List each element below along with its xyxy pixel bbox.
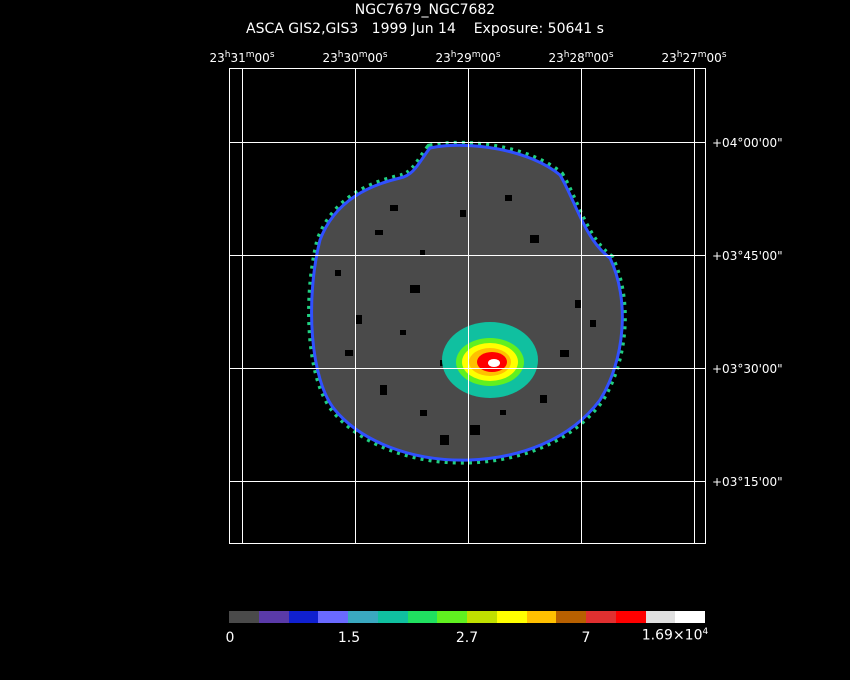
ra-tick-label: 23h27m00s: [661, 50, 727, 65]
colorbar-swatch: [556, 611, 586, 623]
instrument-label: ASCA GIS2,GIS3: [246, 21, 359, 37]
colorbar-max-label: 1.69×104: [641, 627, 709, 644]
colorbar-swatch: [258, 611, 289, 623]
xray-source: [442, 322, 538, 398]
colorbar-label: 0: [225, 630, 235, 646]
date-label: 1999 Jun 14: [371, 21, 456, 37]
colorbar-swatch: [615, 611, 646, 623]
field-of-view: [310, 143, 624, 462]
ra-tick-label: 23h29m00s: [435, 50, 501, 65]
dec-tick-label: +03°30'00": [712, 362, 783, 376]
colorbar-swatch: [645, 611, 676, 623]
colorbar-swatch: [675, 611, 705, 623]
noise-holes: [335, 195, 596, 445]
plot-frame: [229, 68, 706, 544]
colorbar-swatch: [348, 611, 378, 623]
colorbar-swatch: [407, 611, 438, 623]
ra-tick-label: 23h30m00s: [322, 50, 388, 65]
colorbar-swatch: [377, 611, 408, 623]
ra-tick-label: 23h28m00s: [548, 50, 614, 65]
colorbar-swatch: [586, 611, 616, 623]
colorbar-swatch: [229, 611, 259, 623]
ra-tick-label: 23h31m00s: [209, 50, 275, 65]
colorbar: [229, 611, 705, 623]
dec-tick-label: +03°15'00": [712, 475, 783, 489]
colorbar-swatch: [526, 611, 557, 623]
colorbar-label: 7: [581, 630, 591, 646]
colorbar-label: 1.5: [337, 630, 361, 646]
colorbar-swatch: [496, 611, 527, 623]
image-subtitle: ASCA GIS2,GIS3 1999 Jun 14 Exposure: 506…: [0, 21, 850, 37]
coordinate-grid: [229, 68, 705, 543]
dec-tick-label: +04°00'00": [712, 136, 783, 150]
colorbar-label: 2.7: [455, 630, 479, 646]
colorbar-swatch: [467, 611, 497, 623]
dec-tick-label: +03°45'00": [712, 249, 783, 263]
exposure-label: Exposure: 50641 s: [473, 21, 604, 37]
colorbar-swatch: [288, 611, 319, 623]
colorbar-swatch: [318, 611, 348, 623]
image-title: NGC7679_NGC7682: [354, 2, 496, 18]
colorbar-swatch: [437, 611, 467, 623]
